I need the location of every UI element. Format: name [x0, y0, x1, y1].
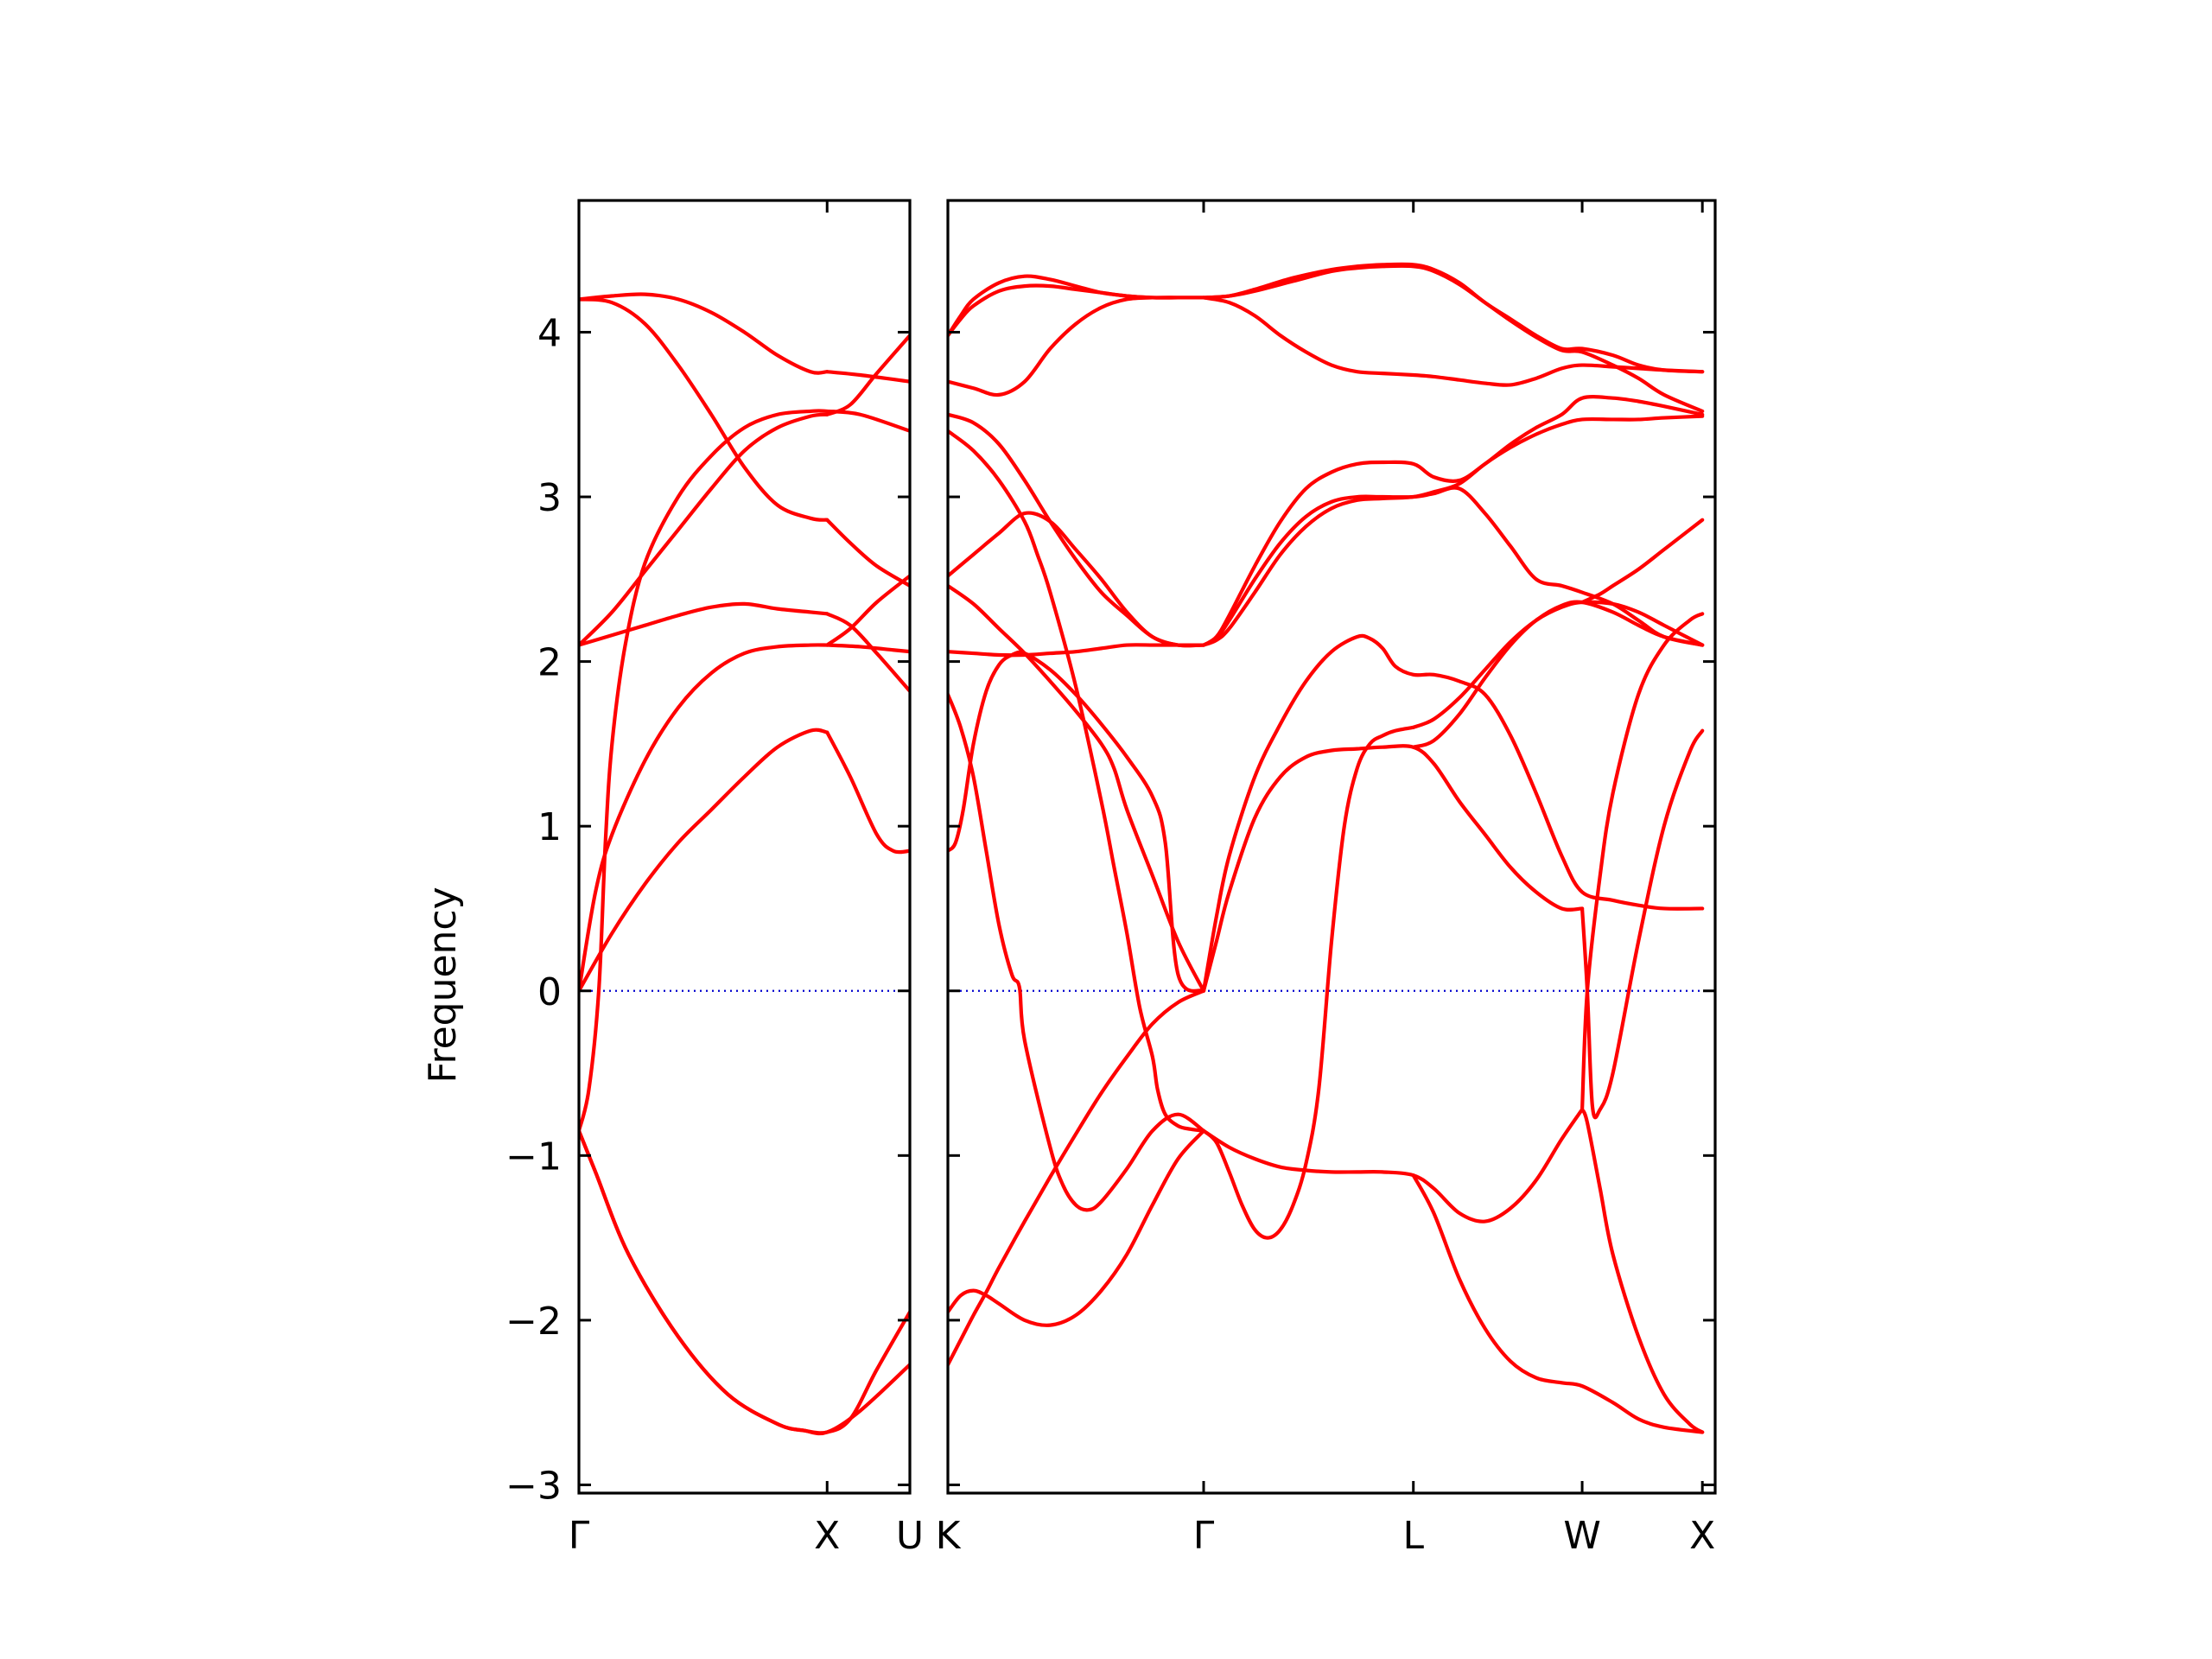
band-line — [948, 583, 1206, 993]
band-line — [1201, 1107, 1585, 1224]
band-line — [1201, 296, 1705, 387]
band-line — [579, 409, 910, 1133]
bands-right — [948, 262, 1715, 1434]
band-line — [948, 692, 1206, 1212]
y-tick-label: −3 — [505, 1464, 562, 1508]
band-line — [825, 334, 910, 416]
band-line — [948, 511, 1206, 648]
band-line — [825, 643, 910, 654]
y-tick-label: 1 — [537, 805, 562, 849]
band-line — [1201, 744, 1585, 993]
y-tick-label: 0 — [537, 970, 562, 1014]
plot-panel-right — [946, 199, 1717, 1495]
band-line — [825, 574, 910, 647]
band-line — [1201, 725, 1415, 1240]
x-tick-label: K — [936, 1514, 962, 1558]
y-tick-label: −2 — [505, 1300, 562, 1344]
band-line — [579, 643, 830, 993]
y-axis-label: Frequency — [421, 887, 465, 1083]
band-line — [579, 1128, 910, 1436]
band-line — [1580, 518, 1705, 605]
x-tick-label: W — [1563, 1514, 1601, 1558]
band-line — [948, 643, 1206, 658]
x-tick-label: Γ — [569, 1514, 590, 1558]
band-line — [1411, 600, 1705, 729]
band-line — [948, 296, 1206, 397]
band-line — [579, 728, 830, 993]
band-line — [1201, 633, 1705, 993]
panel-frame — [946, 199, 1717, 1495]
band-line — [825, 370, 910, 384]
band-line — [825, 518, 910, 588]
band-line — [579, 292, 830, 375]
band-line — [948, 429, 1206, 1133]
band-line — [948, 1128, 1206, 1327]
band-line — [948, 274, 1206, 338]
band-line — [579, 412, 830, 647]
band-line — [948, 283, 1206, 338]
y-tick-label: −1 — [505, 1135, 562, 1179]
band-line — [948, 988, 1206, 1367]
band-line — [825, 730, 910, 855]
ticks-right — [946, 200, 1715, 1493]
band-line — [1580, 728, 1705, 1120]
band-line — [579, 297, 830, 522]
x-tick-label: L — [1402, 1514, 1424, 1558]
band-line — [1580, 612, 1705, 1112]
x-tick-label: U — [896, 1514, 924, 1558]
band-line — [948, 412, 1206, 648]
x-tick-label: X — [814, 1514, 840, 1558]
y-tick-label: 2 — [537, 641, 562, 685]
band-line — [1411, 1173, 1705, 1434]
bands-left — [579, 292, 910, 1436]
y-tick-labels: 4 3 2 1 0 −1 −2 −3 — [505, 311, 562, 1508]
y-tick-label: 3 — [537, 476, 562, 520]
band-line — [1201, 414, 1705, 647]
x-tick-label: Γ — [1193, 1514, 1215, 1558]
band-line — [579, 1128, 910, 1435]
x-tick-label: X — [1689, 1514, 1715, 1558]
band-line — [1201, 395, 1705, 647]
band-line — [579, 601, 830, 647]
plot-panel-left — [577, 199, 912, 1495]
band-line — [1580, 1107, 1705, 1434]
y-tick-label: 4 — [537, 311, 562, 355]
band-line — [1201, 264, 1705, 414]
band-line — [948, 650, 1206, 993]
band-line — [825, 612, 910, 694]
panel-frame — [577, 199, 912, 1495]
